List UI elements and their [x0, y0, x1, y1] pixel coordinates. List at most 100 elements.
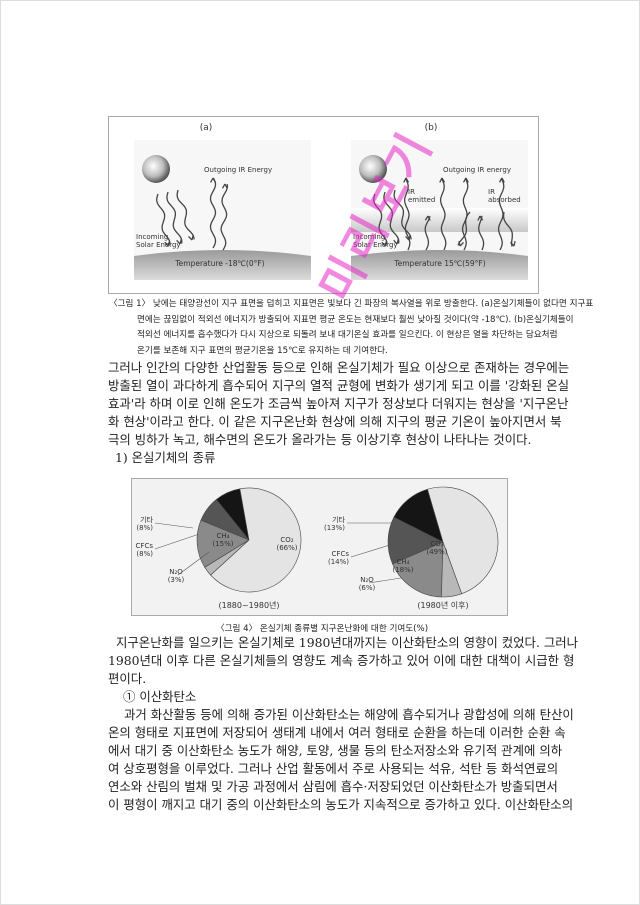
arrow-head — [403, 177, 410, 183]
arrow-head — [439, 177, 446, 183]
wave-arrow — [502, 211, 513, 247]
figure-label: Solar Energy — [353, 241, 398, 249]
pie-slice — [392, 541, 444, 598]
body-text: 온의 형태로 지표면에 저장되어 생태계 내에서 여러 형태로 순환을 하는데 … — [108, 725, 566, 740]
arrow-head — [188, 234, 194, 241]
body-text: 여 상호평형을 이루었다. 그러나 산업 활동에서 주로 사용되는 석유, 석탄… — [108, 761, 559, 776]
pie-slice — [427, 486, 499, 595]
figure-label: (b) — [425, 123, 438, 133]
body-text: 화 현상'이라고 한다. 이 같은 지구온난화 현상에 의해 지구의 평균 기온… — [108, 414, 562, 429]
body-text: 그러나 인간의 다양한 산업활동 등으로 인해 온실기체가 필요 이상으로 존재… — [108, 360, 570, 375]
figure-label: Temperature -18℃(0°F) — [174, 259, 264, 268]
figure-label: Outgoing IR energy — [443, 166, 511, 174]
figure-caption: 적외선 에너지를 흡수했다가 다시 지상으로 되돌려 보내 대기온실 효과를 일… — [137, 330, 558, 340]
slice-label: CFCs — [136, 542, 154, 550]
arrow-head — [393, 239, 399, 245]
body-text: 과거 화산활동 등에 의해 증가된 이산화탄소는 해양에 흡수되거나 광합성에 … — [124, 707, 574, 722]
body-text: 지구온난화를 일으키는 온실기체로 1980년대까지는 이산화탄소의 영향이 컸… — [116, 635, 579, 650]
slice-value-label: (14%) — [328, 558, 349, 566]
body-text: 효과'라 하며 이로 인해 온도가 조금씩 높아져 지구가 정상보다 더워지는 … — [108, 396, 569, 411]
slice-label: CO₂ — [280, 536, 293, 544]
arrow-head — [381, 241, 388, 247]
figure-label: emitted — [408, 196, 435, 204]
wave-arrow — [457, 211, 471, 246]
figure-label: Outgoing IR Energy — [204, 166, 272, 174]
wave-arrow — [373, 193, 388, 246]
body-text: 이 평형이 깨지고 대기 중의 이산화탄소의 농도가 지속적으로 증가하고 있다… — [108, 797, 574, 812]
figure-caption: 〈그림 4〉 온실기체 종류별 지구온난화에 대한 기여도(%) — [216, 624, 429, 634]
slice-value-label: (15%) — [212, 540, 233, 548]
slice-value-label: (13%) — [324, 524, 345, 532]
leader-line — [368, 577, 402, 584]
figure-caption: 온기를 보존해 지구 표면의 평균기온을 15℃로 유지하는 데 기여한다. — [137, 345, 388, 356]
figure-caption: 〈그림 1〉 낮에는 태양광선이 지구 표면을 덥히고 지표면은 빛보다 긴 파… — [109, 299, 594, 309]
pie-slice — [210, 487, 302, 593]
slice-value-label: (6%) — [359, 584, 376, 592]
body-text: 1980년대 이후 다른 온실기체들의 영향도 계속 증가하고 있어 이에 대한… — [108, 653, 575, 668]
wave-arrow — [166, 191, 183, 244]
slice-value-label: (49%) — [426, 548, 447, 556]
wave-arrow — [439, 177, 447, 251]
slice-label: 기타 — [332, 515, 345, 524]
pie-subtitle: (1980년 이후) — [417, 600, 468, 610]
figure-pies: 기타(8%)CFCs(8%)CH₄(15%)N₂O(3%)CO₂(66%)(18… — [131, 478, 508, 616]
body-text: 연소와 산림의 벌채 및 가공 과정에서 삼림에 흡수·저장되었던 이산화탄소가… — [108, 779, 558, 794]
slice-value-label: (8%) — [136, 524, 153, 532]
slice-label: N₂O — [169, 568, 183, 576]
pie-subtitle: (1880~1980년) — [218, 600, 279, 610]
heading: ① 이산화탄소 — [123, 689, 197, 704]
figure-greenhouse: (a) (b) Outgoing IR Energy Outgoing IR ener… — [108, 116, 539, 294]
ground — [351, 250, 528, 280]
arrow-head — [510, 240, 516, 247]
pie-slice — [196, 519, 250, 568]
body-text: 편이다. — [108, 671, 147, 686]
arrow-head — [498, 177, 505, 183]
figure-caption: 면에는 끊임없이 적외선 에너지가 방출되어 지표면 평균 온도는 현재보다 훨… — [137, 314, 574, 325]
body-text: 극의 빙하가 녹고, 해수면의 온도가 올라가는 등 이상기후 현상이 나타나는… — [108, 432, 532, 447]
arrow-head — [164, 241, 171, 247]
figure-label: Incoming — [136, 233, 168, 241]
sun — [359, 155, 387, 183]
figure-label: Temperature 15℃(59°F) — [393, 259, 485, 268]
figure-label: Solar Energy — [136, 241, 181, 249]
arrow-head — [424, 215, 431, 221]
slice-label: CO₂ — [430, 540, 443, 548]
figure-label: IR — [488, 188, 495, 196]
wave-arrow — [461, 177, 469, 251]
wave-arrow — [220, 183, 229, 251]
leader-line — [350, 543, 394, 558]
wave-arrow — [393, 189, 412, 240]
leader-line — [154, 522, 194, 529]
figure-label: IR — [408, 188, 415, 196]
arrow-head — [176, 239, 182, 245]
arrow-head — [477, 215, 484, 221]
wave-arrow — [403, 177, 411, 251]
wave-arrow — [209, 177, 217, 249]
slice-label: CH₄ — [217, 532, 230, 540]
slice-label: CFCs — [332, 550, 350, 558]
energy-arrows — [156, 177, 516, 251]
slice-label: N₂O — [360, 576, 374, 584]
wave-arrow — [478, 215, 485, 251]
ground — [134, 250, 311, 280]
leader-line — [177, 551, 210, 576]
arrow-head — [462, 177, 469, 183]
arrow-head — [210, 177, 216, 183]
slice-value-label: (18%) — [392, 566, 413, 574]
heading: 1) 온실기체의 종류 — [115, 450, 216, 465]
figure-label: (a) — [200, 123, 213, 133]
slice-value-label: (3%) — [168, 576, 185, 584]
slice-value-label: (66%) — [276, 544, 297, 552]
sun — [142, 155, 170, 183]
arrow-head — [221, 183, 228, 189]
figure-label: absorbed — [488, 196, 521, 204]
wave-arrow — [383, 191, 400, 244]
body-text: 에서 대기 중 이산화탄소 농도가 해양, 토양, 생물 등의 탄소저장소와 유… — [108, 743, 563, 758]
wave-arrow — [176, 189, 195, 240]
slice-label: CH₄ — [397, 558, 410, 566]
wave-arrow — [424, 216, 431, 251]
wave-arrow — [497, 177, 505, 251]
wave-arrow — [156, 193, 171, 246]
slice-label: 기타 — [140, 515, 153, 524]
